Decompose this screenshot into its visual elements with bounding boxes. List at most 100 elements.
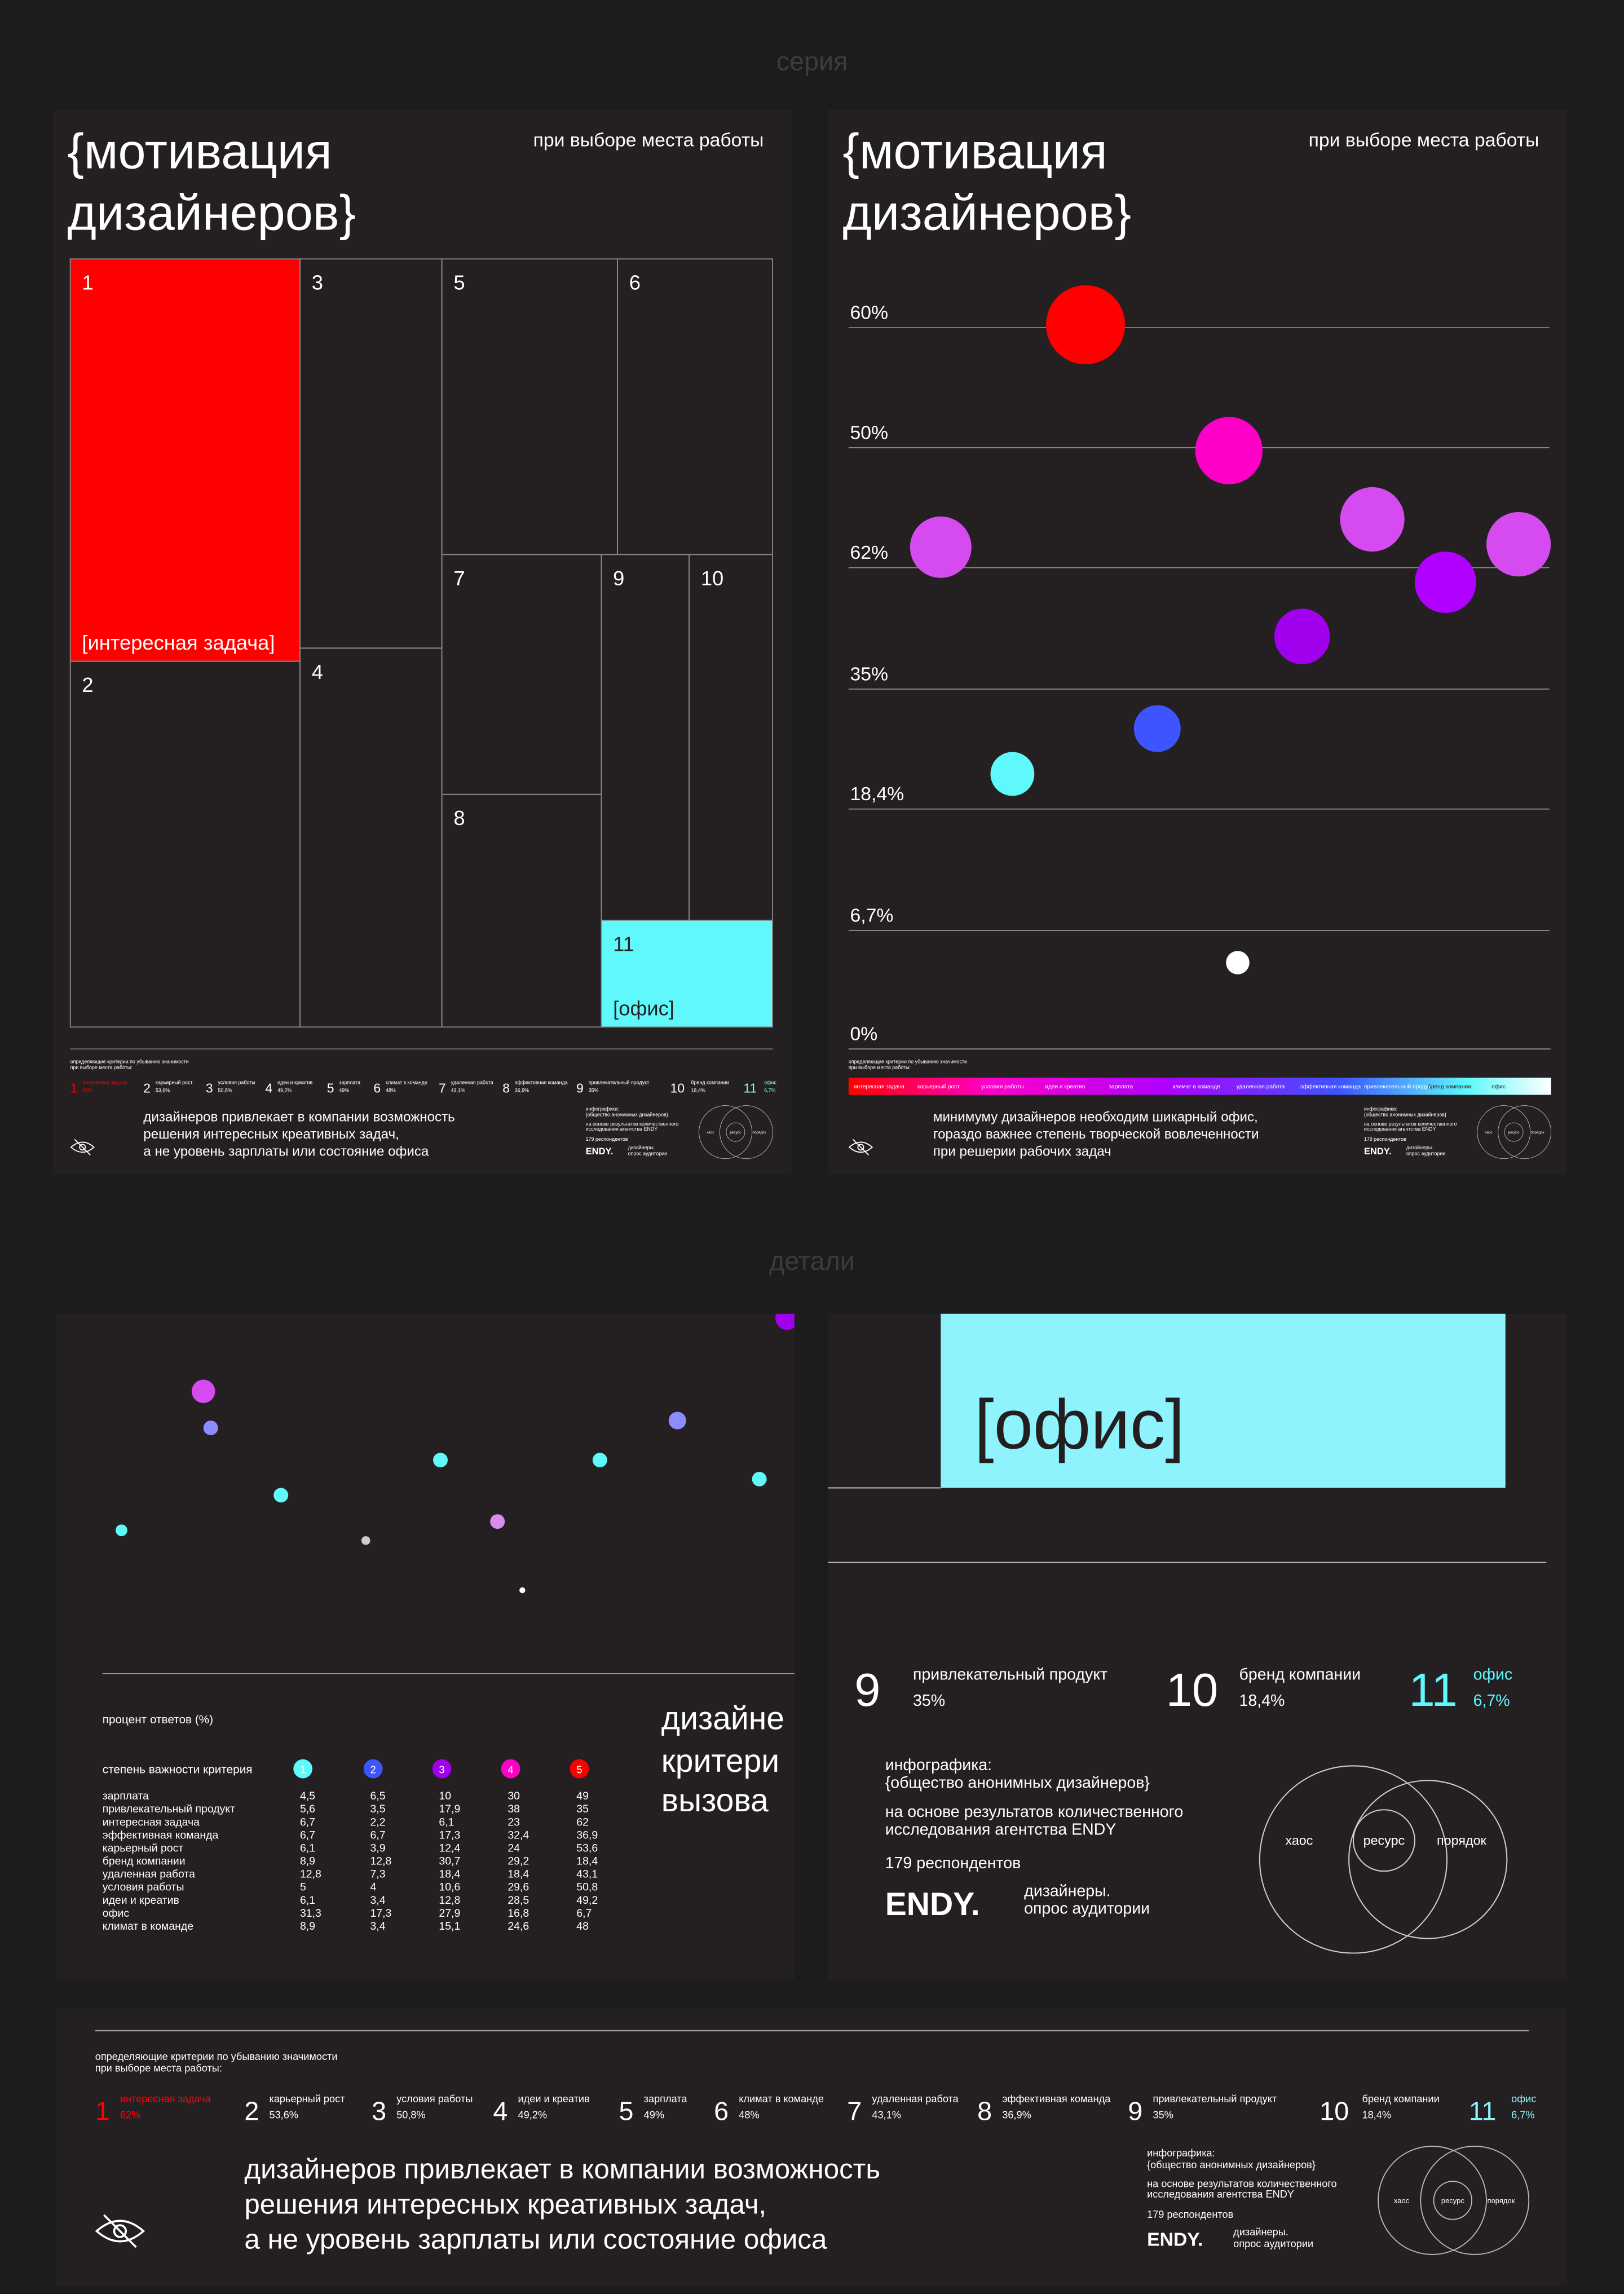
cell: 36,9: [576, 1829, 598, 1841]
criteria-heading: определяющие критерии по убыванию значим…: [70, 1059, 189, 1065]
criteria-rank: 7: [439, 1081, 446, 1096]
tagline: дизайнеры.: [628, 1145, 655, 1150]
criteria-name: эффективная команда: [515, 1079, 568, 1085]
venn-label: порядок: [1488, 2196, 1515, 2205]
criteria-rank: 10: [1166, 1664, 1218, 1716]
cell: 29,6: [508, 1881, 529, 1894]
criteria-rank: 3: [206, 1081, 213, 1096]
criteria-share: 18,4%: [1362, 2110, 1391, 2121]
criteria-name: бренд компании: [1362, 2093, 1439, 2105]
cell: 18,4: [439, 1868, 460, 1881]
gradient-label: карьерный рост: [917, 1084, 960, 1090]
criteria-name: офис: [764, 1079, 776, 1085]
caption: решения интересных креативных задач,: [143, 1127, 399, 1142]
cell: 17,3: [439, 1829, 460, 1841]
cell: 4,5: [300, 1790, 315, 1802]
gradient-label: привлекательный продукт: [1364, 1084, 1433, 1090]
column-header: 4: [508, 1764, 514, 1775]
criteria-rank: 1: [70, 1081, 78, 1096]
criteria-share: 62%: [120, 2110, 140, 2121]
poster-footer: определяющие критерии по убыванию значим…: [848, 1048, 1552, 1159]
criteria-share: 49%: [339, 1087, 349, 1093]
venn-circle: [1477, 1105, 1531, 1159]
cell: 35: [576, 1803, 589, 1815]
criteria-rank: 9: [576, 1081, 584, 1096]
credit: {общество анонимных дизайнеров}: [1364, 1112, 1446, 1118]
row-name: эффективная команда: [103, 1829, 219, 1841]
caption: а не уровень зарплаты или состояние офис…: [244, 2224, 827, 2255]
cell: 18,4: [576, 1855, 598, 1868]
dot: [592, 1453, 607, 1468]
gradient-label: климат в команде: [1172, 1084, 1220, 1090]
criteria-name: бренд компании: [691, 1079, 729, 1085]
logo: ENDY.: [1364, 1146, 1392, 1157]
column-header: 1: [300, 1764, 306, 1775]
criteria-name: интересная задача: [120, 2093, 211, 2105]
cell: 50,8: [576, 1881, 598, 1894]
credit: инфографика:: [885, 1756, 992, 1774]
cell: 31,3: [300, 1907, 321, 1920]
criteria-share: 35%: [913, 1692, 945, 1710]
criteria-rank: 10: [670, 1081, 685, 1096]
criteria-share: 43,1%: [451, 1087, 465, 1093]
dot: [273, 1488, 289, 1503]
credit: 179 респондентов: [885, 1854, 1021, 1872]
credit: {общество анонимных дизайнеров}: [885, 1774, 1150, 1792]
dot: [668, 1411, 686, 1430]
poster-subtitle: при выборе места работы: [533, 129, 764, 151]
credit: инфографика:: [1364, 1106, 1397, 1112]
cell-number: 1: [82, 271, 93, 294]
criteria-share: 43,1%: [872, 2110, 901, 2121]
criteria-share: 49,2%: [518, 2110, 547, 2121]
row-name: карьерный рост: [103, 1842, 184, 1854]
criteria-name: офис: [1511, 2093, 1536, 2105]
table-scale-label: степень важности критерия: [103, 1763, 253, 1776]
criteria-name: климат в команде: [386, 1079, 427, 1085]
logo: ENDY.: [885, 1886, 980, 1922]
criteria-rank: 1: [95, 2096, 110, 2125]
cell-label: [офис]: [613, 997, 674, 1020]
detail-panel: [55, 2009, 1567, 2286]
cell: 3,5: [370, 1803, 385, 1815]
criteria-rank: 11: [1409, 1664, 1458, 1716]
bubble: [1046, 285, 1126, 365]
credit: 179 респондентов: [1147, 2209, 1233, 2220]
row-name: удаленная работа: [103, 1868, 195, 1881]
logo: ENDY.: [1147, 2229, 1203, 2250]
criteria-name: идеи и креатив: [518, 2093, 590, 2105]
eye-pupil: [857, 1144, 864, 1151]
cell-label: [интересная задача]: [82, 631, 275, 654]
cell: 43,1: [576, 1868, 598, 1881]
criteria-heading: определяющие критерии по убыванию значим…: [849, 1059, 967, 1065]
criteria-share: 6,7%: [1511, 2110, 1534, 2121]
venn-label: хаос: [1394, 2196, 1410, 2205]
cell: 30,7: [439, 1855, 460, 1868]
row-name: условия работы: [103, 1881, 184, 1894]
bottom-footer: определяющие критерии по убыванию значим…: [95, 2030, 1536, 2255]
bubble: [1340, 487, 1405, 552]
eye-slash: [103, 2214, 137, 2248]
cell-number: 10: [701, 567, 723, 590]
criteria-share: 18,4%: [691, 1087, 705, 1093]
column-badge: [570, 1759, 589, 1779]
caption: дизайнеров привлекает в компании возможн…: [143, 1110, 454, 1125]
column-badge: [432, 1759, 452, 1779]
axis-label: 50%: [850, 422, 888, 443]
detail-clip: процент ответов (%) степень важности крит…: [102, 1313, 795, 1933]
criteria-rank: 3: [372, 2096, 386, 2125]
bubble: [1274, 608, 1330, 664]
row-name: зарплата: [103, 1790, 149, 1802]
row-name: интересная задача: [103, 1816, 200, 1828]
poster-title: {мотивация: [67, 123, 332, 179]
criteria-name: удаленная работа: [872, 2093, 959, 2105]
venn-circle: [1259, 1765, 1448, 1954]
cell: 12,8: [370, 1855, 391, 1868]
cell: 6,7: [300, 1829, 315, 1841]
cell: 62: [576, 1816, 589, 1828]
cell: 7,3: [370, 1868, 385, 1881]
credit: инфографика:: [1147, 2147, 1215, 2159]
cell-number: 8: [453, 806, 465, 830]
cell: 16,8: [508, 1907, 529, 1920]
cell: 12,8: [439, 1894, 460, 1907]
criteria-rank: 9: [854, 1664, 880, 1716]
